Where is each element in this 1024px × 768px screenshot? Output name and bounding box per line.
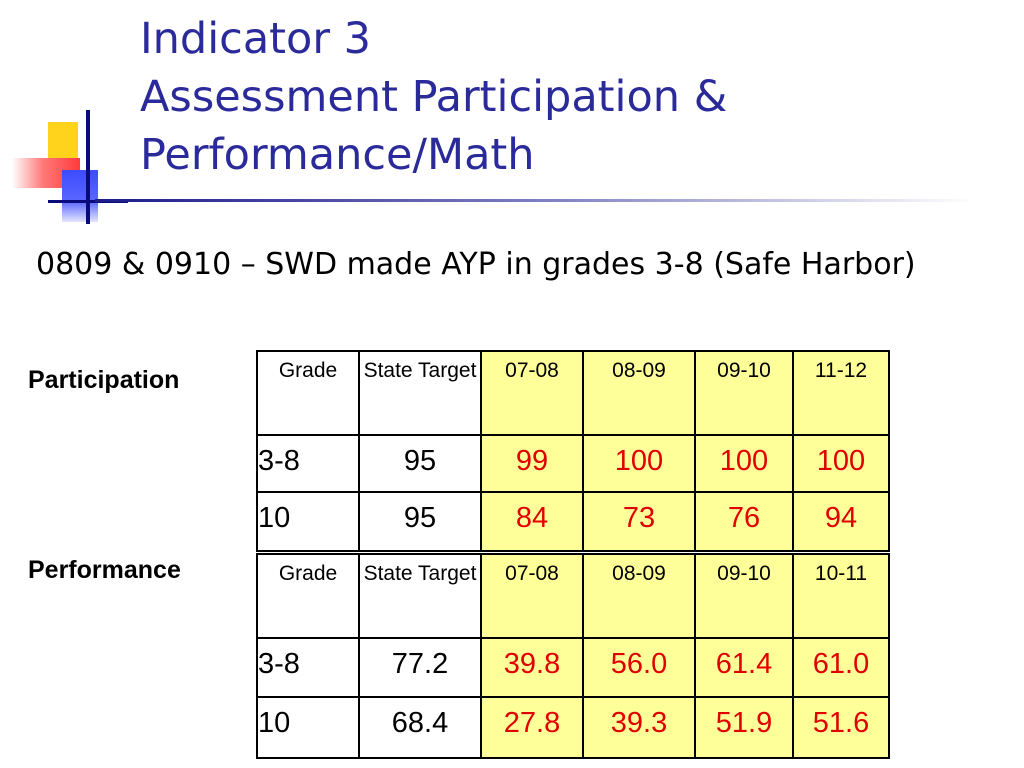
value-cell: 76 [694, 491, 794, 552]
grade-cell: 3-8 [256, 434, 360, 493]
value-cell: 61.0 [792, 637, 890, 698]
table-row: 10 95 84 73 76 94 [256, 491, 890, 552]
slide-title: Indicator 3 Assessment Participation & P… [140, 10, 727, 184]
header-grade: Grade [256, 553, 360, 639]
performance-label: Performance [28, 556, 181, 584]
performance-table: Grade State Target 07-08 08-09 09-10 10-… [256, 553, 890, 759]
grade-cell: 10 [256, 491, 360, 552]
value-cell: 100 [792, 434, 890, 493]
value-cell: 39.8 [480, 637, 584, 698]
title-line-3: Performance/Math [140, 130, 535, 180]
header-year: 08-09 [582, 350, 696, 436]
target-cell: 95 [358, 434, 482, 493]
value-cell: 39.3 [582, 696, 696, 759]
header-year: 09-10 [694, 350, 794, 436]
grade-cell: 3-8 [256, 637, 360, 698]
target-cell: 68.4 [358, 696, 482, 759]
logo-horizontal-line [48, 200, 128, 203]
value-cell: 51.9 [694, 696, 794, 759]
value-cell: 27.8 [480, 696, 584, 759]
table-header-row: Grade State Target 07-08 08-09 09-10 11-… [256, 350, 890, 436]
table-row: 3-8 77.2 39.8 56.0 61.4 61.0 [256, 637, 890, 698]
header-year: 09-10 [694, 553, 794, 639]
table-row: 10 68.4 27.8 39.3 51.9 51.6 [256, 696, 890, 759]
title-line-1: Indicator 3 [140, 14, 372, 64]
value-cell: 56.0 [582, 637, 696, 698]
table-header-row: Grade State Target 07-08 08-09 09-10 10-… [256, 553, 890, 639]
header-grade: Grade [256, 350, 360, 436]
header-year: 07-08 [480, 350, 584, 436]
value-cell: 94 [792, 491, 890, 552]
value-cell: 84 [480, 491, 584, 552]
table-row: 3-8 95 99 100 100 100 [256, 434, 890, 493]
slide-subtitle: 0809 & 0910 – SWD made AYP in grades 3-8… [36, 247, 916, 282]
header-year: 10-11 [792, 553, 890, 639]
target-cell: 95 [358, 491, 482, 552]
slide-logo-icon [0, 100, 140, 230]
value-cell: 51.6 [792, 696, 890, 759]
header-state-target: State Target [358, 553, 482, 639]
participation-label: Participation [28, 366, 180, 394]
value-cell: 99 [480, 434, 584, 493]
value-cell: 100 [582, 434, 696, 493]
logo-vertical-line [86, 110, 90, 224]
value-cell: 61.4 [694, 637, 794, 698]
title-underline [95, 199, 975, 202]
value-cell: 73 [582, 491, 696, 552]
grade-cell: 10 [256, 696, 360, 759]
header-year: 07-08 [480, 553, 584, 639]
header-year: 08-09 [582, 553, 696, 639]
target-cell: 77.2 [358, 637, 482, 698]
participation-table: Grade State Target 07-08 08-09 09-10 11-… [256, 350, 890, 552]
title-line-2: Assessment Participation & [140, 72, 728, 122]
header-year: 11-12 [792, 350, 890, 436]
value-cell: 100 [694, 434, 794, 493]
header-state-target: State Target [358, 350, 482, 436]
logo-blue-square [62, 170, 98, 222]
